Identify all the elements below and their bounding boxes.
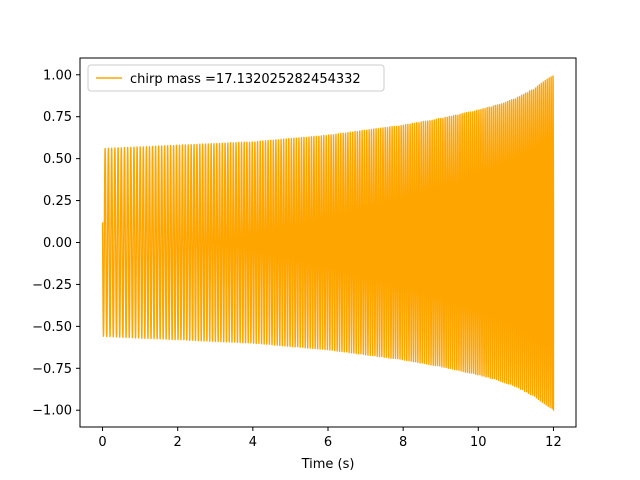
x-tick-label: 8 <box>399 435 407 450</box>
x-tick-label: 12 <box>545 435 562 450</box>
y-tick-label: −0.25 <box>32 278 72 293</box>
y-tick-label: 0.75 <box>43 110 72 125</box>
series-line-0 <box>101 75 555 411</box>
y-tick-label: −1.00 <box>32 404 72 419</box>
y-tick-label: −0.75 <box>32 362 72 377</box>
legend-box <box>87 64 385 92</box>
legend: chirp mass =17.132025282454332 <box>87 64 385 92</box>
y-tick-label: 0.00 <box>43 236 72 251</box>
legend-label: chirp mass =17.132025282454332 <box>130 72 361 87</box>
y-tick-label: −0.50 <box>32 320 72 335</box>
y-tick-label: 0.50 <box>43 152 72 167</box>
axes: 0 2 4 6 8 10 12 −1.00 −0.75 −0.50 −0.25 0.00 0.25 0.5… <box>32 57 577 450</box>
x-tick-label: 2 <box>174 435 182 450</box>
x-axis-label: Time (s) <box>301 457 355 472</box>
x-tick-label: 4 <box>249 435 257 450</box>
x-tick-label: 0 <box>98 435 106 450</box>
x-tick-label: 10 <box>470 435 487 450</box>
plot-area <box>101 75 555 411</box>
y-tick-label: 0.25 <box>43 194 72 209</box>
y-tick-label: 1.00 <box>43 68 72 83</box>
x-tick-label: 6 <box>324 435 332 450</box>
